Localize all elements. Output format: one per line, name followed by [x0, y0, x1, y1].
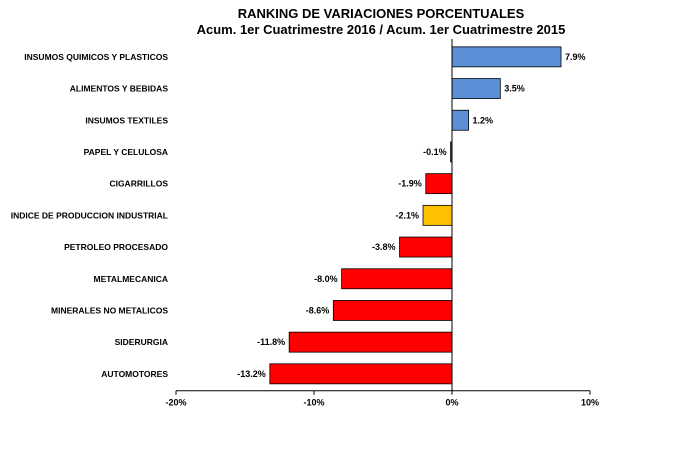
category-label: MINERALES NO METALICOS — [51, 305, 168, 315]
x-tick-label: 10% — [581, 398, 599, 408]
category-label: AUTOMOTORES — [101, 369, 168, 379]
x-tick-label: -20% — [165, 398, 186, 408]
data-label: -2.1% — [396, 210, 420, 220]
category-label: SIDERURGIA — [115, 337, 168, 347]
x-tick-label: 0% — [445, 398, 458, 408]
bar — [269, 363, 453, 385]
bar — [425, 173, 453, 195]
category-label: ALIMENTOS Y BEBIDAS — [70, 84, 169, 94]
bar — [341, 268, 453, 290]
data-label: -0.1% — [423, 147, 447, 157]
category-label: PAPEL Y CELULOSA — [84, 147, 168, 157]
bar — [451, 78, 501, 99]
bar — [451, 109, 469, 131]
data-label: 7.9% — [565, 52, 586, 62]
bar — [288, 331, 453, 353]
bar — [399, 236, 453, 258]
data-label: 3.5% — [504, 84, 525, 94]
data-label: -11.8% — [257, 337, 285, 347]
category-label: METALMECANICA — [94, 274, 168, 284]
chart-title: RANKING DE VARIACIONES PORCENTUALES — [237, 6, 525, 21]
data-label: -3.8% — [372, 242, 396, 252]
category-label: PETROLEO PROCESADO — [64, 242, 168, 252]
category-label: INSUMOS QUIMICOS Y PLASTICOS — [24, 52, 168, 62]
bar — [332, 300, 453, 321]
data-label: 1.2% — [473, 115, 494, 125]
category-label: INSUMOS TEXTILES — [85, 115, 168, 125]
x-tick-label: -10% — [303, 398, 324, 408]
data-label: -1.9% — [398, 179, 422, 189]
data-label: -8.6% — [306, 305, 330, 315]
category-label: CIGARRILLOS — [109, 179, 168, 189]
data-label: -8.0% — [314, 274, 338, 284]
bar — [451, 46, 562, 68]
chart-subtitle: Acum. 1er Cuatrimestre 2016 / Acum. 1er … — [196, 22, 566, 37]
data-label: -13.2% — [237, 369, 266, 379]
category-label: INDICE DE PRODUCCION INDUSTRIAL — [11, 210, 168, 220]
bar — [422, 204, 453, 226]
